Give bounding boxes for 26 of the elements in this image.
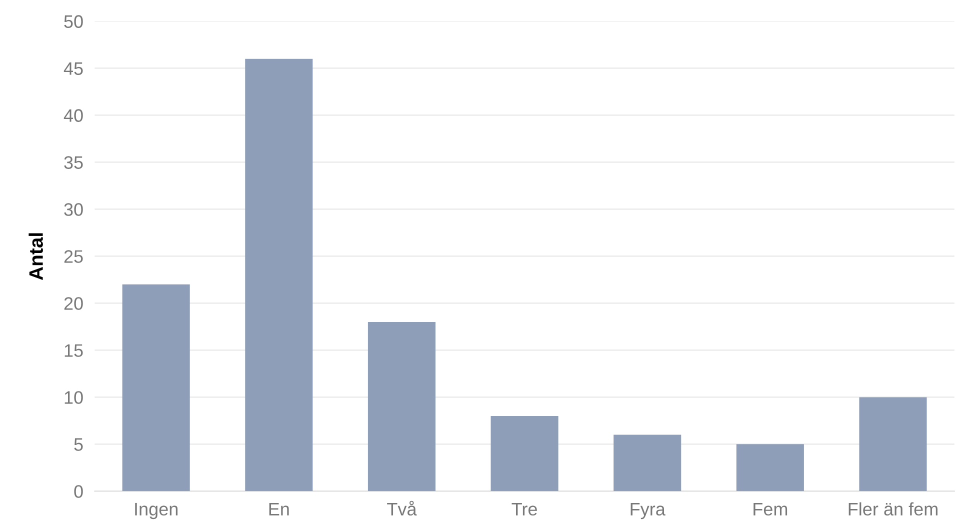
y-tick-label: 10 [64, 391, 83, 404]
bar [614, 434, 682, 492]
y-tick-label: 25 [64, 250, 83, 263]
y-tick-label: 20 [64, 297, 83, 310]
y-tick-label: 50 [64, 15, 83, 28]
bar [859, 397, 927, 492]
x-tick-label: Två [387, 500, 417, 516]
bar [245, 58, 313, 492]
y-tick-label: 35 [64, 156, 83, 169]
y-tick-label: 0 [74, 485, 83, 498]
bar [490, 416, 558, 492]
y-axis-title: Antal [28, 233, 43, 280]
x-tick-label: Fyra [630, 502, 666, 520]
x-tick-label: Fem [754, 502, 788, 516]
x-tick-label: Ingen [135, 502, 178, 520]
y-tick-label: 30 [64, 203, 83, 216]
y-tick-label: 45 [64, 62, 83, 75]
bar [368, 322, 436, 492]
y-tick-label: 15 [64, 344, 83, 357]
x-tick-label: En [269, 502, 289, 516]
x-tick-label: Tre [512, 502, 537, 516]
bar [122, 284, 190, 492]
y-tick-label: 5 [74, 438, 83, 451]
y-tick-label: 40 [64, 109, 83, 122]
bar [736, 444, 804, 492]
x-tick-label: Fler än fem [848, 502, 938, 516]
